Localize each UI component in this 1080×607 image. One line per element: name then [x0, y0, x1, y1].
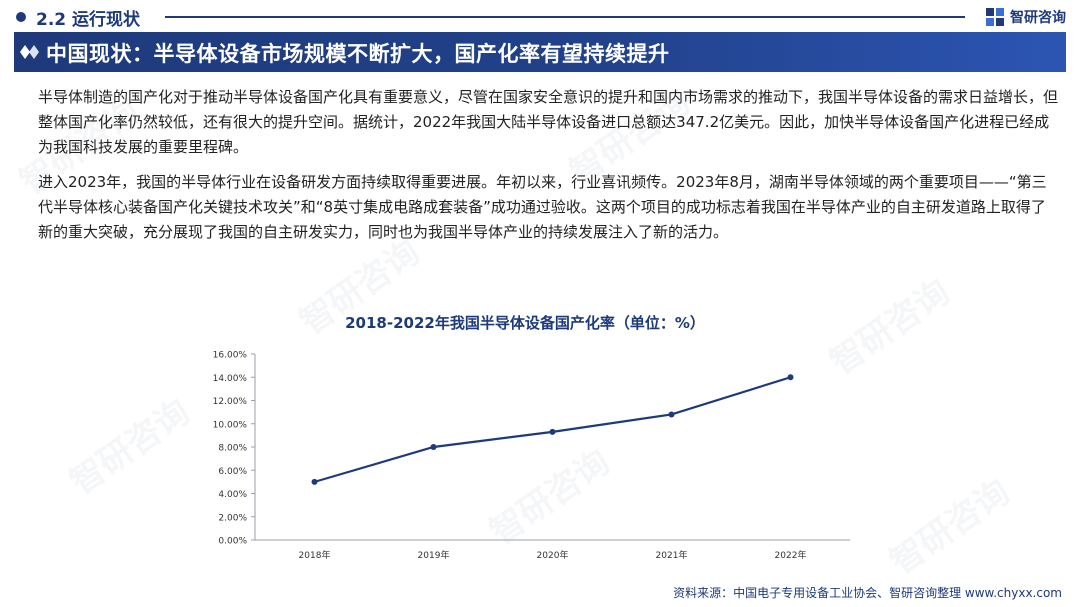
- title-banner: 中国现状：半导体设备市场规模不断扩大，国产化率有望持续提升: [14, 32, 1066, 72]
- brand: 智研咨询: [985, 6, 1066, 28]
- y-tick-label: 8.00%: [218, 444, 247, 454]
- chart-canvas: 0.00% 2.00% 4.00% 6.00% 8.00% 10.00% 12.00% 14.…: [213, 351, 850, 561]
- y-tick-label: 16.00%: [213, 351, 248, 361]
- top-bar: 2.2 运行现状 智研咨询: [0, 0, 1080, 34]
- chart-title: 2018-2022年我国半导体设备国产化率（单位：%）: [345, 314, 705, 332]
- data-point: [430, 444, 437, 450]
- watermark-brand: 智研咨询: [882, 471, 1018, 583]
- section-divider: [165, 16, 965, 18]
- y-tick-label: 14.00%: [213, 374, 248, 384]
- x-tick-label: 2018年: [299, 549, 331, 561]
- x-tick-label: 2022年: [775, 549, 807, 561]
- data-point: [668, 411, 675, 418]
- x-tick-label: 2019年: [418, 549, 450, 561]
- y-tick-label: 12.00%: [213, 397, 248, 407]
- x-tick-label: 2021年: [656, 549, 688, 561]
- y-tick-label: 2.00%: [218, 513, 247, 523]
- y-tick-label: 6.00%: [218, 467, 247, 477]
- source-note: 资料来源：中国电子专用设备工业协会、智研咨询整理 www.chyxx.com: [673, 586, 1062, 600]
- section-dot-icon: [16, 12, 26, 22]
- body-text: 半导体制造的国产化对于推动半导体设备国产化具有重要意义，尽管在国家安全意识的提升…: [38, 85, 1058, 255]
- line-chart: 2018-2022年我国半导体设备国产化率（单位：%） 0.00% 2.00% 4.…: [200, 312, 850, 572]
- y-tick-label: 4.00%: [218, 490, 247, 500]
- data-point: [549, 428, 556, 435]
- watermark-brand: 智研咨询: [62, 391, 198, 503]
- data-point: [311, 478, 318, 485]
- x-tick-label: 2020年: [537, 549, 569, 561]
- paragraph: 进入2023年，我国的半导体行业在设备研发方面持续取得重要进展。年初以来，行业喜…: [38, 173, 1047, 241]
- brand-logo-icon: [986, 8, 1004, 26]
- y-tick-label: 10.00%: [213, 420, 248, 430]
- diamond-icon: [20, 45, 39, 59]
- y-tick-label: 0.00%: [218, 537, 247, 547]
- brand-name: 智研咨询: [1010, 10, 1066, 26]
- section-label: 2.2 运行现状: [36, 10, 141, 30]
- paragraph: 半导体制造的国产化对于推动半导体设备国产化具有重要意义，尽管在国家安全意识的提升…: [38, 88, 1059, 156]
- page-title: 中国现状：半导体设备市场规模不断扩大，国产化率有望持续提升: [46, 42, 670, 66]
- data-point: [787, 374, 794, 381]
